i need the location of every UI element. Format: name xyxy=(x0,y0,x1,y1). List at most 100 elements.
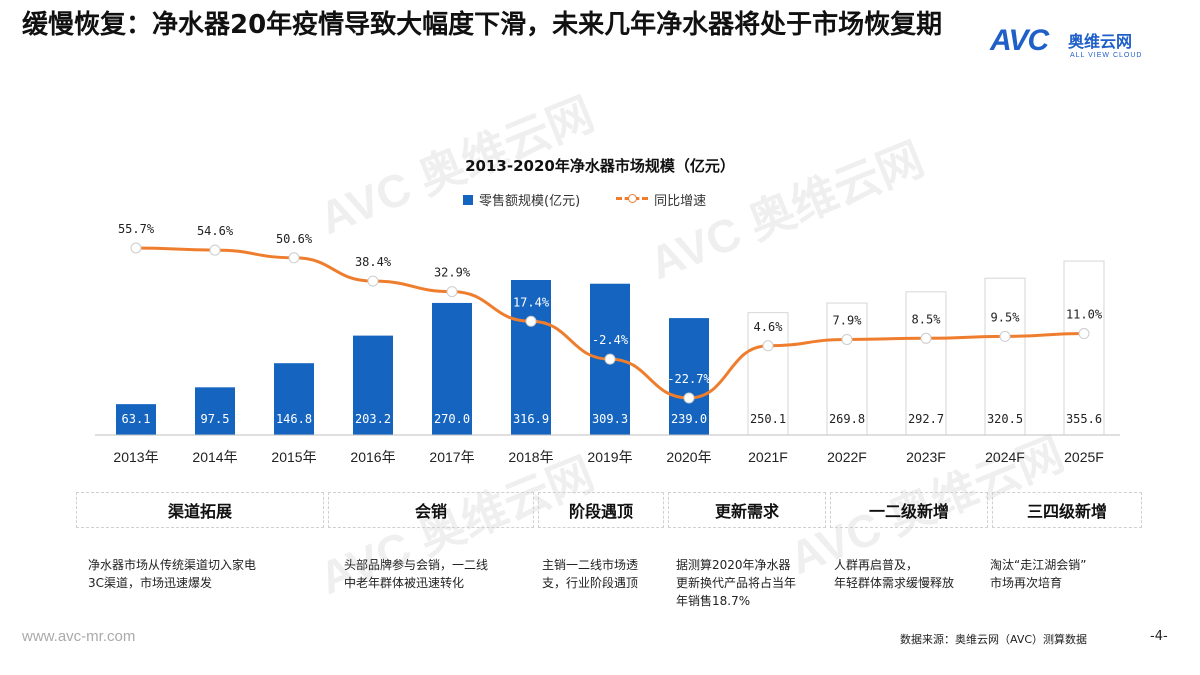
bar-value-label: 355.6 xyxy=(1066,412,1102,426)
growth-value-label: 32.9% xyxy=(434,266,471,280)
growth-value-label: -2.4% xyxy=(592,333,629,347)
bar xyxy=(669,318,709,435)
logo-chinese-name: 奥维云网 xyxy=(1068,32,1133,51)
bar-value-label: 316.9 xyxy=(513,412,549,426)
x-tick-label: 2016年 xyxy=(350,449,395,465)
x-tick-label: 2013年 xyxy=(113,449,158,465)
desc-line: 淘汰“走江湖会销” xyxy=(990,558,1087,572)
x-tick-label: 2025F xyxy=(1064,449,1104,465)
bar-value-label: 97.5 xyxy=(201,412,230,426)
category-title: 更新需求 xyxy=(714,502,779,521)
category-desc-tier12: 人群再启普及， 年轻群体需求缓慢释放 xyxy=(834,556,954,592)
desc-line: 3C渠道，市场迅速爆发 xyxy=(88,576,213,590)
bar xyxy=(432,302,472,435)
legend-label-line: 同比增速 xyxy=(654,194,707,209)
growth-point xyxy=(367,275,379,287)
desc-line: 中老年群体被迅速转化 xyxy=(344,576,465,590)
growth-value-label: 38.4% xyxy=(355,255,392,269)
growth-point xyxy=(604,353,616,365)
x-tick-label: 2019年 xyxy=(587,449,632,465)
category-box-stage-peak: 阶段遇顶 xyxy=(538,492,664,528)
bar-value-label: 320.5 xyxy=(987,412,1023,426)
desc-line: 主销一二线市场透 xyxy=(542,558,639,572)
growth-value-label: -22.7% xyxy=(667,372,711,386)
bar-forecast xyxy=(747,312,789,436)
category-title: 会销 xyxy=(414,502,447,521)
growth-value-label: 50.6% xyxy=(276,232,313,246)
bar-value-label: 146.8 xyxy=(276,412,312,426)
bar-value-label: 309.3 xyxy=(592,412,628,426)
category-desc-tier34: 淘汰“走江湖会销” 市场再次培育 xyxy=(990,556,1086,592)
bar xyxy=(353,335,393,435)
growth-value-label: 11.0% xyxy=(1066,308,1103,322)
bar xyxy=(116,404,156,435)
growth-value-label: 17.4% xyxy=(513,295,550,309)
bar xyxy=(195,387,235,435)
bar-value-label: 270.0 xyxy=(434,412,470,426)
bar-value-label: 203.2 xyxy=(355,412,391,426)
x-tick-label: 2022F xyxy=(827,449,867,465)
growth-point xyxy=(209,244,221,256)
legend-swatch-line xyxy=(616,194,649,203)
growth-value-label: 9.5% xyxy=(991,310,1021,324)
bar-forecast xyxy=(1063,260,1105,436)
bar-value-label: 63.1 xyxy=(122,412,151,426)
growth-value-label: 7.9% xyxy=(833,313,863,327)
footer-source: 数据来源：奥维云网（AVC）测算数据 xyxy=(900,633,1088,646)
desc-line: 据测算2020年净水器 xyxy=(676,558,791,572)
category-title: 阶段遇顶 xyxy=(568,502,633,521)
page-title: 缓慢恢复：净水器20年疫情导致大幅度下滑，未来几年净水器将处于市场恢复期 xyxy=(22,10,943,40)
market-size-chart: 63.1 97.5 146.8 203.2 270.0 316.9 309.3 239.0 25… xyxy=(95,222,1120,465)
growth-point xyxy=(525,315,537,327)
x-tick-label: 2021F xyxy=(748,449,788,465)
category-box-conference-sales: 会销 xyxy=(328,492,534,528)
growth-point xyxy=(288,252,300,264)
category-title: 渠道拓展 xyxy=(167,502,232,521)
desc-line: 人群再启普及， xyxy=(834,558,919,572)
x-tick-label: 2015年 xyxy=(271,449,316,465)
chart-legend: 零售额规模(亿元) 同比增速 xyxy=(463,190,706,209)
chart-title: 2013-2020年净水器市场规模（亿元） xyxy=(465,157,735,175)
growth-point xyxy=(841,333,853,345)
category-box-replacement: 更新需求 xyxy=(668,492,826,528)
logo-mark: AVC xyxy=(990,24,1049,57)
footer-url: www.avc-mr.com xyxy=(22,628,136,645)
logo-english-name: ALL VIEW CLOUD xyxy=(1070,52,1143,59)
bar-value-label: 250.1 xyxy=(750,412,786,426)
legend-swatch-bar xyxy=(463,194,473,205)
desc-line: 支，行业阶段遇顶 xyxy=(542,576,639,590)
category-desc-replacement: 据测算2020年净水器 更新换代产品将占当年 年销售18.7% xyxy=(676,556,796,610)
desc-line: 净水器市场从传统渠道切入家电 xyxy=(88,558,257,572)
growth-point xyxy=(130,242,142,254)
desc-line: 年销售18.7% xyxy=(676,594,751,608)
desc-line: 市场再次培育 xyxy=(990,576,1063,590)
legend-item-line: 同比增速 xyxy=(616,190,706,209)
desc-line: 年轻群体需求缓慢释放 xyxy=(834,576,955,590)
growth-value-label: 8.5% xyxy=(912,312,942,326)
avc-logo: AVC 奥维云网 ALL VIEW CLOUD xyxy=(990,24,1190,74)
legend-item-bar: 零售额规模(亿元) xyxy=(463,190,580,209)
bar-forecast xyxy=(826,302,868,436)
category-desc-stage-peak: 主销一二线市场透 支，行业阶段遇顶 xyxy=(542,556,638,592)
x-tick-label: 2024F xyxy=(985,449,1025,465)
x-tick-label: 2018年 xyxy=(508,449,553,465)
growth-point xyxy=(683,392,695,404)
x-tick-label: 2020年 xyxy=(666,449,711,465)
category-title: 三四级新增 xyxy=(1026,502,1107,521)
bar-forecast xyxy=(905,291,947,436)
growth-value-label: 4.6% xyxy=(754,320,784,334)
growth-point xyxy=(446,286,458,298)
growth-point xyxy=(999,330,1011,342)
growth-point xyxy=(920,332,932,344)
page-number: -4- xyxy=(1150,629,1168,644)
growth-value-label: 55.7% xyxy=(118,222,155,236)
bar xyxy=(274,363,314,435)
desc-line: 更新换代产品将占当年 xyxy=(676,576,797,590)
bar-forecast xyxy=(984,277,1026,436)
x-tick-label: 2017年 xyxy=(429,449,474,465)
category-box-tier12: 一二级新增 xyxy=(830,492,988,528)
x-tick-label: 2014年 xyxy=(192,449,237,465)
growth-value-label: 54.6% xyxy=(197,224,234,238)
growth-point xyxy=(762,340,774,352)
bar-value-label: 292.7 xyxy=(908,412,944,426)
